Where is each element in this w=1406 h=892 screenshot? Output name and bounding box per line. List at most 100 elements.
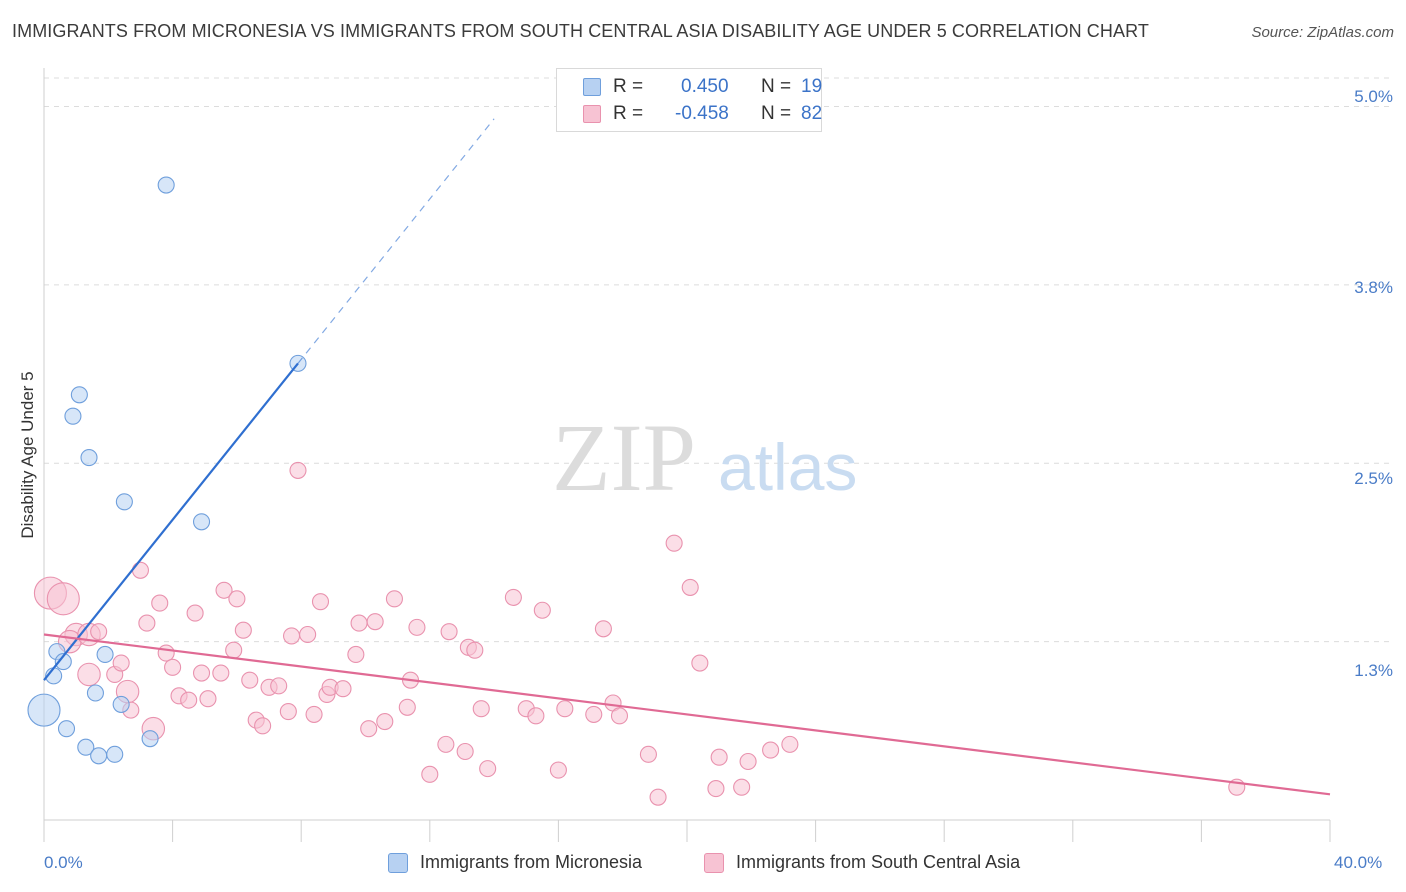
pink-point — [215, 581, 233, 599]
pink-point — [408, 618, 426, 636]
watermark: ZIP atlas — [552, 404, 857, 511]
pink-point — [504, 588, 522, 606]
pink-point — [533, 601, 551, 619]
gridlines — [44, 77, 1390, 643]
y-axis-label: Disability Age Under 5 — [18, 371, 37, 539]
legend-r-label: R = — [613, 76, 644, 97]
x-tick-label-max: 40.0% — [1334, 853, 1383, 872]
pink-point — [228, 590, 246, 608]
pink-point — [234, 621, 252, 639]
pink-point — [192, 664, 211, 682]
blue-point — [96, 645, 114, 664]
pink-point — [385, 590, 403, 608]
y-tick-label-2.5: 2.5% — [1354, 469, 1393, 488]
pink-point — [710, 748, 728, 766]
pink-point — [665, 534, 683, 552]
bottom-legend-label: Immigrants from South Central Asia — [736, 852, 1021, 872]
blue-point — [27, 693, 61, 727]
pink-point — [376, 712, 394, 731]
pink-point — [527, 707, 545, 725]
blue-point — [90, 747, 108, 765]
blue-point — [57, 720, 76, 738]
blue-trend-line — [43, 362, 299, 681]
pink-point — [305, 705, 323, 723]
pink-point — [279, 703, 297, 721]
legend-r-value: -0.458 — [675, 103, 729, 124]
pink-point — [733, 778, 751, 796]
legend-swatch-pink — [583, 105, 601, 123]
bottom-legend-label: Immigrants from Micronesia — [420, 852, 643, 872]
y-tick-label-1.3: 1.3% — [1354, 661, 1393, 680]
legend-n-value: 19 — [801, 76, 823, 97]
legend-n-value: 82 — [801, 103, 823, 124]
blue-point — [115, 493, 133, 511]
blue-series-points — [27, 176, 307, 765]
legend-r-value: 0.450 — [681, 76, 729, 97]
pink-point — [283, 627, 301, 645]
pink-point — [366, 613, 384, 631]
pink-point — [610, 707, 629, 725]
blue-point — [141, 730, 159, 748]
pink-point — [781, 735, 799, 753]
legend-n-label: N = — [761, 76, 792, 97]
pink-series-points — [33, 461, 1246, 806]
blue-point — [86, 684, 104, 702]
watermark-zip: ZIP — [552, 404, 696, 511]
blue-point — [70, 386, 88, 404]
pink-point — [421, 765, 439, 783]
pink-point — [90, 623, 108, 641]
blue-point — [80, 449, 98, 467]
pink-trend-line — [43, 633, 1331, 796]
pink-point — [199, 690, 217, 708]
pink-point — [762, 741, 780, 759]
pink-point — [347, 645, 365, 664]
pink-point — [479, 760, 497, 778]
pink-point — [681, 578, 699, 596]
pink-point — [739, 752, 757, 771]
blue-point — [112, 695, 130, 713]
pink-point — [472, 700, 490, 718]
pink-point — [585, 705, 603, 723]
pink-point — [289, 461, 307, 479]
bottom-legend-swatch-pink — [704, 853, 724, 873]
pink-point — [77, 662, 101, 687]
pink-point — [157, 644, 175, 662]
pink-point — [299, 625, 317, 644]
pink-point — [549, 761, 567, 779]
pink-point — [311, 593, 330, 611]
source-credit: Source: ZipAtlas.com — [1251, 24, 1394, 41]
pink-point — [691, 654, 709, 672]
blue-point — [192, 513, 211, 531]
pink-point — [138, 614, 156, 632]
blue-point — [157, 176, 175, 194]
pink-point — [241, 671, 259, 689]
pink-point — [440, 623, 458, 641]
blue-point — [77, 738, 95, 756]
pink-point — [594, 620, 612, 638]
watermark-atlas: atlas — [718, 430, 857, 504]
pink-point — [186, 604, 204, 622]
pink-point — [212, 664, 230, 682]
bottom-legend-swatch-blue — [388, 853, 408, 873]
pink-point — [151, 594, 169, 612]
pink-point — [350, 614, 368, 632]
pink-point — [270, 677, 288, 695]
pink-point — [112, 654, 130, 672]
legend-n-label: N = — [761, 103, 792, 124]
correlation-legend: R = 0.450 N = 19 R = -0.458 N = 82 — [556, 68, 822, 132]
pink-point — [437, 735, 455, 753]
pink-point — [334, 680, 352, 698]
pink-point — [556, 700, 574, 718]
pink-point — [180, 691, 198, 709]
x-tick-label-min: 0.0% — [44, 853, 83, 872]
blue-point — [64, 407, 82, 425]
pink-point — [456, 742, 474, 761]
legend-swatch-blue — [583, 78, 601, 96]
pink-point — [707, 780, 725, 798]
pink-point — [466, 641, 484, 659]
pink-point — [225, 641, 243, 659]
chart-title: IMMIGRANTS FROM MICRONESIA VS IMMIGRANTS… — [12, 21, 1149, 41]
pink-point — [46, 582, 80, 616]
legend-r-label: R = — [613, 103, 644, 124]
y-tick-label-5.0: 5.0% — [1354, 87, 1393, 106]
